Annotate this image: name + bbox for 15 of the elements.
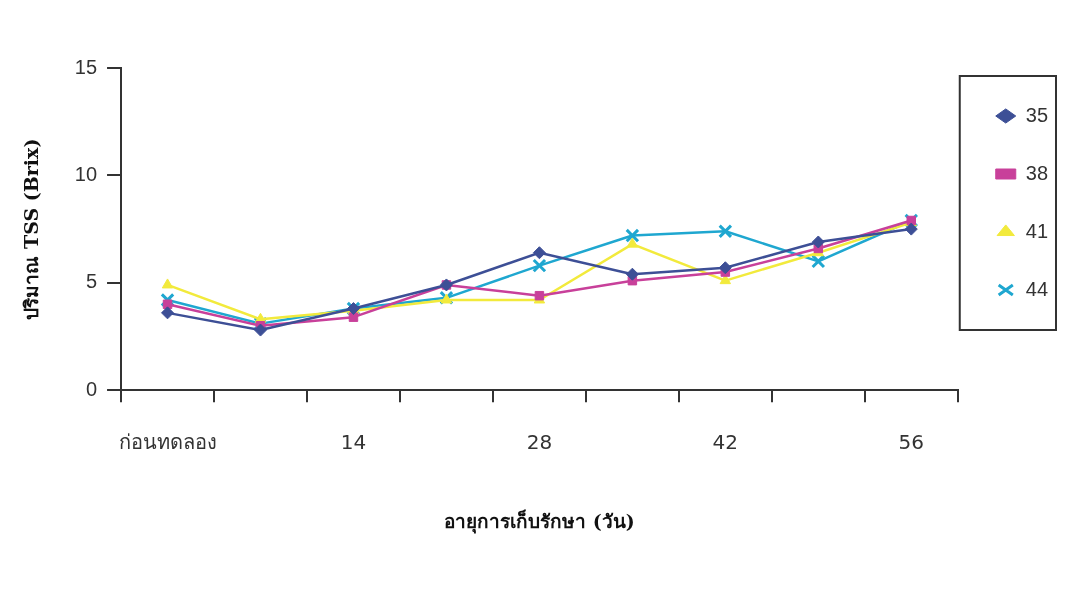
legend-label: 44 [1025,277,1048,300]
x-tick-label: ก่อนทดลอง [118,430,217,455]
x-tick-label: 14 [340,430,367,455]
legend-label: 38 [1025,161,1048,184]
y-tick-label: 15 [74,55,98,78]
x-axis-title: อายุการเก็บรักษา (วัน) [444,508,635,534]
y-tick-label: 0 [85,377,98,400]
y-axis-title: ปริมาณ TSS (Brix) [20,138,43,320]
y-tick-label: 10 [74,162,98,185]
x-tick-label: 28 [526,430,553,455]
legend-label: 41 [1025,219,1048,242]
legend-label: 35 [1025,103,1048,126]
y-tick-label: 5 [85,270,98,293]
x-tick-label: 42 [712,430,739,455]
x-tick-label: 56 [898,430,924,455]
